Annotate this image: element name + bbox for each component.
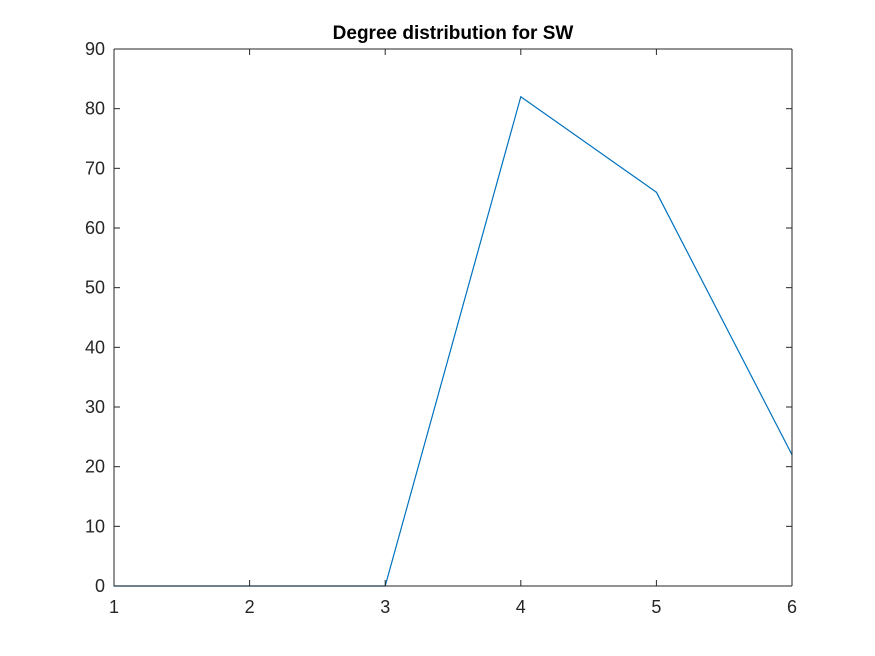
- chart-title: Degree distribution for SW: [333, 23, 574, 44]
- y-tick-label: 50: [85, 278, 105, 298]
- data-point: [655, 191, 658, 193]
- x-tick-label: 2: [245, 597, 255, 617]
- plot-area: [114, 49, 792, 586]
- y-tick-label: 0: [95, 576, 105, 596]
- y-tick-label: 90: [85, 39, 105, 59]
- x-tick-label: 3: [380, 597, 390, 617]
- x-tick-label: 1: [109, 597, 119, 617]
- x-tick-label: 5: [651, 597, 661, 617]
- y-tick-label: 40: [85, 337, 105, 357]
- y-tick-label: 70: [85, 158, 105, 178]
- y-tick-label: 60: [85, 218, 105, 238]
- y-tick-label: 80: [85, 99, 105, 119]
- x-tick-label: 6: [787, 597, 797, 617]
- y-tick-label: 10: [85, 516, 105, 536]
- y-tick-label: 20: [85, 457, 105, 477]
- y-tick-label: 30: [85, 397, 105, 417]
- x-tick-label: 4: [516, 597, 526, 617]
- data-point: [520, 96, 522, 98]
